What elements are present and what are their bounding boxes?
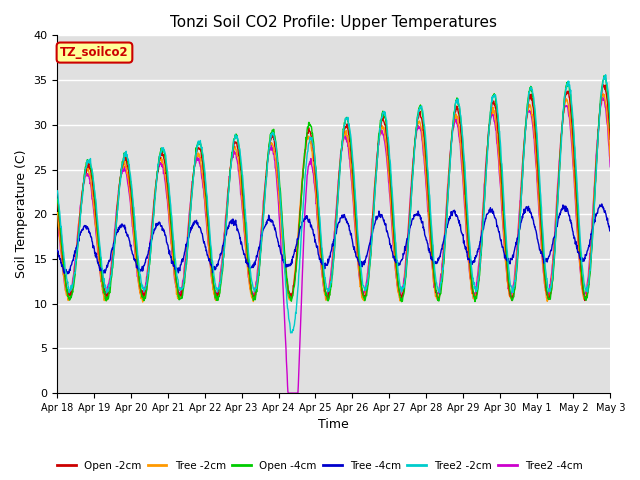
Title: Tonzi Soil CO2 Profile: Upper Temperatures: Tonzi Soil CO2 Profile: Upper Temperatur…: [170, 15, 497, 30]
Text: TZ_soilco2: TZ_soilco2: [60, 46, 129, 59]
Y-axis label: Soil Temperature (C): Soil Temperature (C): [15, 150, 28, 278]
X-axis label: Time: Time: [319, 419, 349, 432]
Legend: Open -2cm, Tree -2cm, Open -4cm, Tree -4cm, Tree2 -2cm, Tree2 -4cm: Open -2cm, Tree -2cm, Open -4cm, Tree -4…: [52, 456, 588, 475]
